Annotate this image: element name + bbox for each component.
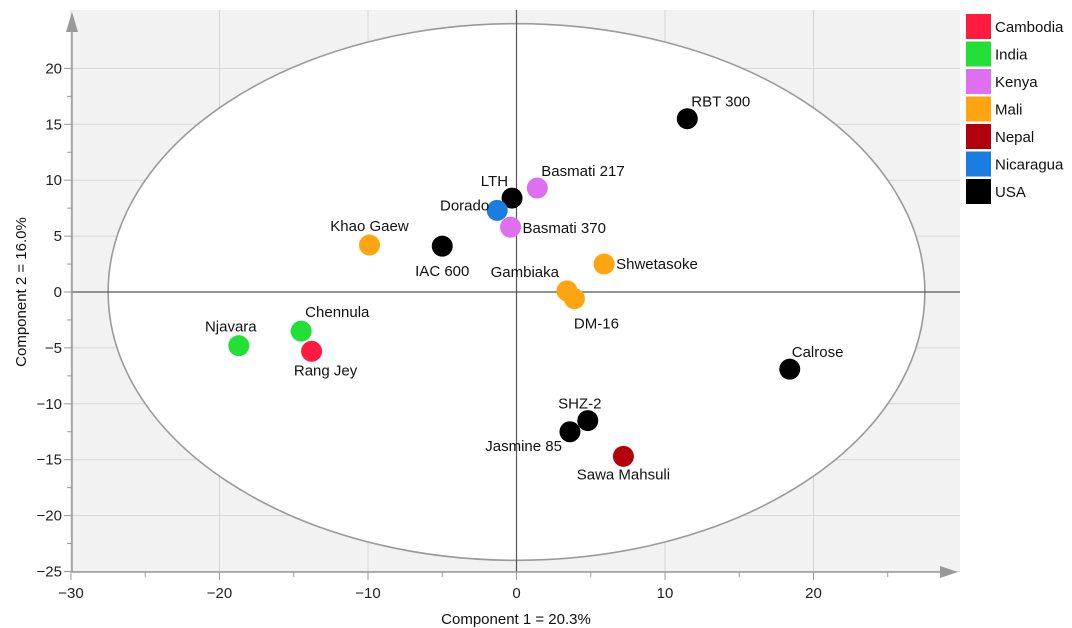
point-label: Shwetasoke bbox=[616, 256, 698, 273]
point-label: Jasmine 85 bbox=[485, 438, 562, 455]
data-point bbox=[526, 177, 548, 199]
point-label: RBT 300 bbox=[691, 94, 750, 111]
point-label: LTH bbox=[481, 173, 508, 190]
data-point bbox=[501, 187, 523, 209]
x-axis-title: Component 1 = 20.3% bbox=[441, 611, 591, 628]
y-tick-label: −10 bbox=[37, 396, 62, 413]
point-label: Khao Gaew bbox=[330, 218, 409, 235]
legend-swatch bbox=[966, 69, 991, 94]
legend-label: USA bbox=[995, 184, 1026, 201]
y-tick-label: −5 bbox=[45, 340, 62, 357]
data-point bbox=[486, 199, 508, 221]
y-tick-label: 15 bbox=[45, 116, 62, 133]
legend-swatch bbox=[966, 96, 991, 122]
legend-swatch bbox=[966, 14, 991, 39]
legend-label: Nicaragua bbox=[995, 157, 1064, 174]
data-point bbox=[290, 320, 312, 342]
point-label: Basmati 217 bbox=[541, 163, 624, 180]
y-axis-arrow-icon bbox=[66, 12, 78, 32]
x-tick-label: 10 bbox=[657, 585, 674, 602]
x-tick-label: −20 bbox=[207, 585, 232, 602]
x-tick-label: 0 bbox=[512, 585, 520, 602]
data-point bbox=[559, 421, 581, 443]
point-label: Njavara bbox=[205, 319, 257, 336]
y-tick-label: 5 bbox=[54, 228, 62, 245]
legend-swatch bbox=[966, 179, 991, 204]
legend-label: Nepal bbox=[995, 129, 1034, 146]
point-label: Sawa Mahsuli bbox=[577, 466, 670, 483]
data-point bbox=[577, 410, 599, 432]
legend-label: Mali bbox=[995, 102, 1023, 119]
x-tick-label: −10 bbox=[355, 585, 380, 602]
data-point bbox=[431, 235, 453, 257]
point-label: Calrose bbox=[792, 344, 844, 361]
data-point bbox=[563, 288, 585, 310]
axes bbox=[64, 12, 958, 580]
data-point bbox=[358, 234, 380, 256]
y-tick-label: 20 bbox=[45, 60, 62, 77]
legend-swatch bbox=[966, 151, 991, 177]
data-point bbox=[228, 335, 250, 357]
x-axis-arrow-icon bbox=[940, 566, 958, 578]
tick-labels: −30 −20 −10 0 10 20 −25 −20 −15 −10 −5 0 5 10 15 20 bbox=[37, 60, 822, 602]
data-point bbox=[593, 253, 615, 275]
point-label: Rang Jey bbox=[294, 362, 358, 379]
point-label: Dorado bbox=[440, 197, 489, 214]
y-tick-label: −25 bbox=[37, 564, 62, 581]
point-label: Gambiaka bbox=[491, 264, 560, 281]
point-label: IAC 600 bbox=[415, 263, 469, 280]
y-tick-label: −15 bbox=[37, 452, 62, 469]
y-axis-title: Component 2 = 16.0% bbox=[13, 217, 30, 367]
data-point bbox=[301, 340, 323, 362]
data-point bbox=[612, 445, 634, 467]
legend-label: India bbox=[995, 47, 1028, 64]
point-label: Basmati 370 bbox=[523, 220, 606, 237]
legend-swatch bbox=[966, 41, 991, 67]
point-label: SHZ-2 bbox=[558, 396, 601, 413]
legend-label: Cambodia bbox=[995, 19, 1064, 36]
data-point bbox=[500, 216, 522, 238]
point-labels: RBT 300 Basmati 217 LTH Dorado Basmati 370 Kh… bbox=[205, 94, 843, 484]
x-tick-label: −30 bbox=[58, 585, 83, 602]
data-point bbox=[676, 108, 698, 130]
point-label: Chennula bbox=[305, 304, 370, 321]
point-label: DM-16 bbox=[574, 316, 619, 333]
data-point bbox=[779, 358, 801, 380]
legend-label: Kenya bbox=[995, 74, 1038, 91]
y-tick-label: −20 bbox=[37, 508, 62, 525]
x-tick-label: 20 bbox=[805, 585, 822, 602]
legend: Cambodia India Kenya Mali Nepal Nicaragua USA bbox=[966, 14, 1064, 204]
y-tick-label: 10 bbox=[45, 172, 62, 189]
data-points bbox=[228, 108, 801, 467]
legend-swatch bbox=[966, 124, 991, 149]
y-tick-label: 0 bbox=[54, 284, 62, 301]
zero-lines bbox=[72, 10, 960, 572]
